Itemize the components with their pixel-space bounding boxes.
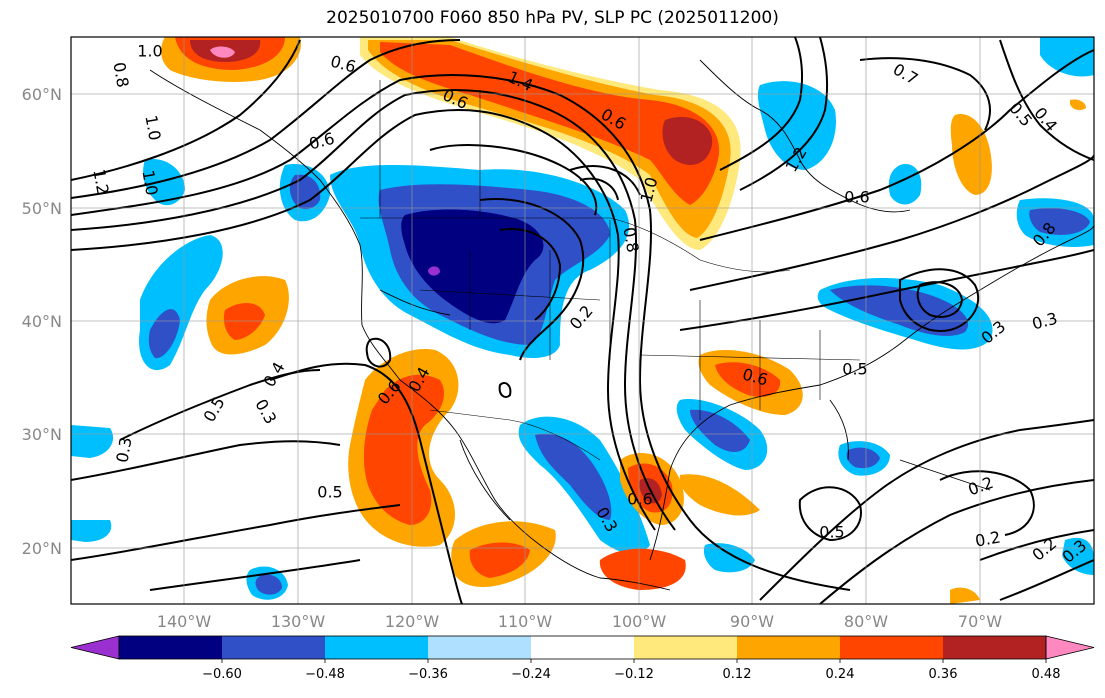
coastlines bbox=[149, 59, 1094, 591]
colorbar-segment bbox=[943, 636, 1047, 659]
colorbar-frame bbox=[118, 635, 1047, 660]
colorbar-tick-label: −0.60 bbox=[202, 667, 242, 682]
contour-label: 0.5 bbox=[842, 360, 867, 379]
colorbar-tick-label: 0.36 bbox=[929, 667, 958, 682]
contour-label: 1.0 bbox=[137, 42, 162, 61]
borders bbox=[360, 80, 861, 461]
lat-label: 20°N bbox=[22, 539, 62, 558]
colorbar-segment bbox=[531, 636, 635, 659]
lon-label: 130°W bbox=[271, 612, 326, 631]
colorbar-segment bbox=[737, 636, 841, 659]
slp-contours bbox=[71, 37, 1094, 604]
contour-label: 1.0 bbox=[141, 114, 164, 142]
map-title: 2025010700 F060 850 hPa PV, SLP PC (2025… bbox=[326, 8, 779, 28]
colorbar-segment bbox=[325, 636, 429, 659]
colorbar: −0.60 −0.48 −0.36 −0.24 −0.12 0.12 0.24 0.36 0.4… bbox=[70, 635, 1095, 682]
contour-label: 0.8 bbox=[109, 61, 132, 89]
contour-label: 0.6 bbox=[627, 490, 652, 509]
contour-label: 0.6 bbox=[844, 188, 869, 207]
colorbar-segment bbox=[119, 636, 223, 659]
lon-label: 70°W bbox=[958, 612, 1002, 631]
colorbar-segment bbox=[222, 636, 326, 659]
colorbar-tick-label: −0.12 bbox=[614, 667, 654, 682]
lon-label: 90°W bbox=[730, 612, 774, 631]
contour-label: 1.0 bbox=[138, 169, 161, 197]
colorbar-tick-label: −0.24 bbox=[511, 667, 551, 682]
colorbar-segment bbox=[840, 636, 944, 659]
colorbar-tick-label: 0.24 bbox=[826, 667, 855, 682]
colorbar-tick-label: 0.12 bbox=[723, 667, 752, 682]
lat-label: 50°N bbox=[22, 199, 62, 218]
lon-axis: 140°W 130°W 120°W 110°W 100°W 90°W 80°W … bbox=[157, 612, 1002, 631]
lon-label: 140°W bbox=[157, 612, 212, 631]
pv-shading bbox=[71, 37, 1094, 604]
colorbar-tick-label: −0.48 bbox=[305, 667, 345, 682]
contour-label: 0.8 bbox=[619, 226, 642, 254]
colorbar-tick-label: −0.36 bbox=[408, 667, 448, 682]
lat-label: 40°N bbox=[22, 312, 62, 331]
gridlines bbox=[71, 37, 1094, 604]
lon-label: 80°W bbox=[844, 612, 888, 631]
lat-label: 60°N bbox=[22, 85, 62, 104]
lon-label: 110°W bbox=[498, 612, 553, 631]
colorbar-extend-low bbox=[70, 635, 120, 660]
lon-label: 100°W bbox=[612, 612, 667, 631]
contour-label: 0.5 bbox=[819, 523, 844, 542]
map-border bbox=[70, 36, 1095, 605]
contour-label: 1.2 bbox=[89, 168, 112, 196]
lat-axis: 60°N 50°N 40°N 30°N 20°N bbox=[22, 85, 62, 558]
colorbar-tick-label: 0.48 bbox=[1032, 667, 1061, 682]
colorbar-extend-high bbox=[1045, 635, 1095, 660]
lon-label: 120°W bbox=[385, 612, 440, 631]
lat-label: 30°N bbox=[22, 425, 62, 444]
colorbar-segment bbox=[428, 636, 532, 659]
contour-label: 0.3 bbox=[112, 436, 135, 464]
colorbar-segment bbox=[634, 636, 738, 659]
contour-label: 0.5 bbox=[317, 483, 342, 502]
contour-label: 0.2 bbox=[974, 527, 1002, 550]
